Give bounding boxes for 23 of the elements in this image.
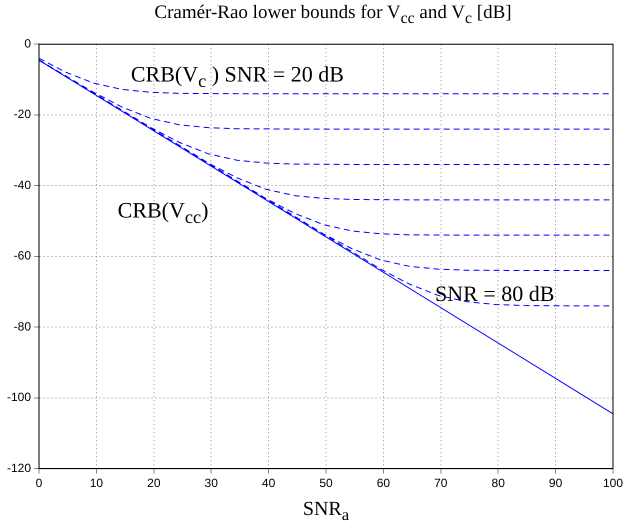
y-tick-label: -100 [6, 390, 32, 404]
y-tick-label: -60 [14, 248, 32, 263]
x-tick-label: 100 [602, 476, 624, 490]
x-tick-label: 90 [548, 476, 563, 490]
x-tick-label: 30 [204, 476, 218, 490]
x-tick-label: 80 [492, 476, 506, 490]
annotation: CRB(V$_{cc}$) [118, 197, 208, 227]
x-tick-label: 20 [147, 476, 161, 490]
x-tick-label: 10 [90, 476, 104, 490]
x-tick-label: 70 [434, 476, 448, 490]
x-tick-label: 0 [36, 476, 43, 490]
y-tick-label: -80 [14, 319, 32, 334]
x-tick-label: 40 [262, 476, 276, 490]
annotation: CRB(V$_{c}$ ) SNR = 20 dB [130, 62, 344, 91]
x-tick-label: 50 [319, 476, 333, 490]
x-tick-label: 60 [376, 476, 390, 490]
y-tick-label: 0 [24, 36, 32, 51]
y-tick-label: -40 [14, 178, 32, 192]
annotation: SNR = 80 dB [435, 280, 554, 306]
x-axis-title: SNR$_{a}$ [302, 498, 350, 525]
y-tick-label: -20 [14, 107, 32, 122]
chart-title: Cramér-Rao lower bounds for V$_{cc}$ and V$_{c}$ [dB] [153, 2, 513, 28]
y-tick-label: -120 [6, 460, 32, 475]
